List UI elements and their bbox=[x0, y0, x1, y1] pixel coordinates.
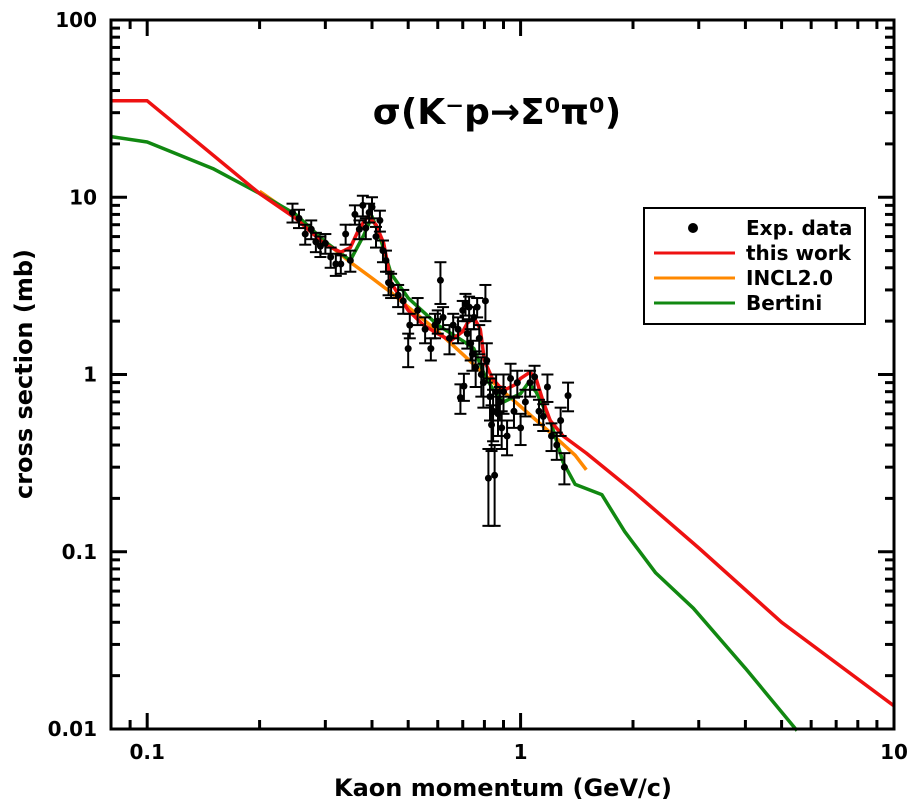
data-point bbox=[496, 398, 504, 406]
data-point bbox=[449, 321, 457, 329]
data-point bbox=[342, 230, 350, 238]
data-point bbox=[475, 334, 483, 342]
x-tick-label: 0.1 bbox=[129, 740, 164, 764]
data-point bbox=[517, 424, 525, 432]
data-point bbox=[543, 383, 551, 391]
data-point bbox=[372, 233, 380, 241]
legend: Exp. data this work INCL2.0 Bertini bbox=[643, 207, 866, 325]
data-point bbox=[557, 417, 565, 425]
data-point bbox=[460, 382, 468, 390]
y-tick-label: 0.01 bbox=[48, 717, 97, 741]
data-point bbox=[463, 330, 471, 338]
plot-frame bbox=[109, 18, 896, 731]
data-point bbox=[337, 260, 345, 268]
data-point bbox=[526, 379, 534, 387]
data-point bbox=[427, 345, 435, 353]
legend-marker-exp-data bbox=[688, 223, 698, 233]
data-point bbox=[301, 230, 309, 238]
data-point bbox=[351, 210, 359, 218]
data-point bbox=[394, 291, 402, 299]
data-point bbox=[332, 260, 340, 268]
data-point bbox=[500, 388, 508, 396]
data-point bbox=[548, 432, 556, 440]
data-point bbox=[491, 471, 499, 479]
x-tick-label: 10 bbox=[880, 740, 908, 764]
chart-title: σ(K⁻p→Σ⁰π⁰) bbox=[373, 92, 621, 133]
data-point bbox=[564, 392, 572, 400]
x-tick-label: 1 bbox=[514, 740, 528, 764]
data-point bbox=[481, 297, 489, 305]
data-point bbox=[387, 281, 395, 289]
y-axis-title: cross section (mb) bbox=[10, 249, 38, 499]
data-point bbox=[312, 238, 320, 246]
data-point bbox=[365, 209, 373, 217]
y-tick-label: 0.1 bbox=[62, 540, 97, 564]
data-points bbox=[286, 194, 575, 527]
data-point bbox=[346, 256, 354, 264]
data-point bbox=[456, 394, 464, 402]
data-point bbox=[434, 317, 442, 325]
data-point bbox=[362, 224, 370, 232]
data-point bbox=[503, 432, 511, 440]
legend-label-bertini: Bertini bbox=[746, 291, 822, 315]
data-point bbox=[560, 463, 568, 471]
data-point bbox=[399, 297, 407, 305]
data-point bbox=[483, 356, 491, 364]
data-point bbox=[321, 239, 329, 247]
legend-label-this-work: this work bbox=[746, 241, 852, 265]
data-point bbox=[404, 345, 412, 353]
data-point bbox=[421, 325, 429, 333]
tick-labels: 0.1 1 10 0.01 0.1 1 10 100 bbox=[48, 8, 908, 764]
data-point bbox=[327, 253, 335, 261]
data-point bbox=[539, 412, 547, 420]
data-point bbox=[382, 256, 390, 264]
data-point bbox=[486, 393, 494, 401]
legend-label-exp-data: Exp. data bbox=[746, 216, 852, 240]
data-point bbox=[289, 209, 297, 217]
data-point bbox=[459, 306, 467, 314]
data-point bbox=[439, 313, 447, 321]
data-point bbox=[521, 398, 529, 406]
data-point bbox=[473, 303, 481, 311]
data-point bbox=[468, 350, 476, 358]
data-point bbox=[295, 214, 303, 222]
x-axis-title: Kaon momentum (GeV/c) bbox=[334, 774, 672, 802]
data-point bbox=[513, 379, 521, 387]
legend-box bbox=[643, 207, 866, 325]
data-point bbox=[414, 306, 422, 314]
data-point bbox=[307, 225, 315, 233]
data-point bbox=[553, 441, 561, 449]
data-point bbox=[436, 276, 444, 284]
data-point bbox=[472, 363, 480, 371]
data-point bbox=[406, 321, 414, 329]
y-tick-label: 100 bbox=[55, 8, 97, 32]
data-point bbox=[355, 225, 363, 233]
data-point bbox=[376, 216, 384, 224]
data-point bbox=[498, 424, 506, 432]
legend-label-incl: INCL2.0 bbox=[746, 266, 833, 290]
data-point bbox=[492, 388, 500, 396]
data-point bbox=[531, 373, 539, 381]
y-tick-label: 10 bbox=[69, 185, 97, 209]
data-point bbox=[535, 407, 543, 415]
data-point bbox=[507, 374, 515, 382]
data-point bbox=[454, 325, 462, 333]
data-point bbox=[368, 203, 376, 211]
y-tick-label: 1 bbox=[83, 363, 97, 387]
data-point bbox=[484, 474, 492, 482]
